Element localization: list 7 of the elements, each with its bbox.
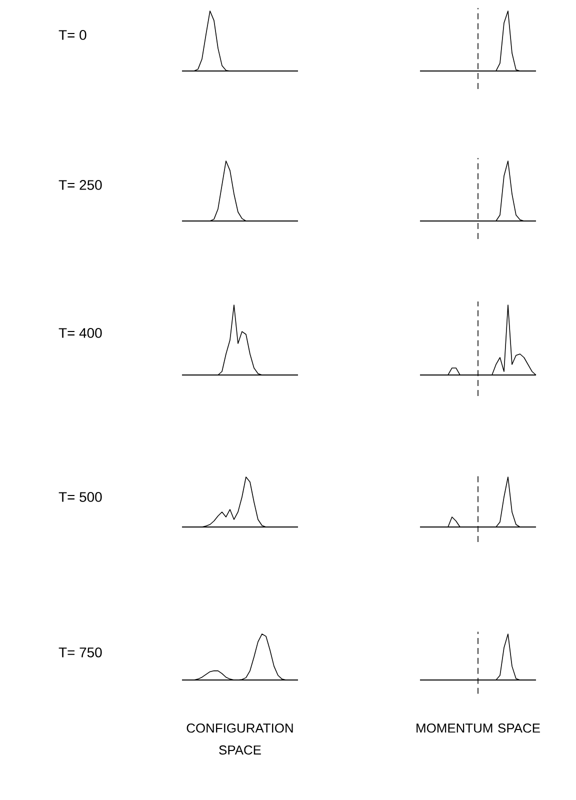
y-axis-title: T= 500 [58, 492, 102, 502]
y-axis-title: T= 0 [58, 30, 86, 40]
y-axis-title: T= 750 [58, 647, 102, 658]
y-axis-title: T= 400 [58, 328, 102, 338]
x-axis-title: MOMENTUM SPACE [416, 724, 540, 733]
x-axis-title: CONFIGURATION SPACE [186, 724, 293, 755]
y-axis-title: T= 250 [58, 180, 102, 190]
